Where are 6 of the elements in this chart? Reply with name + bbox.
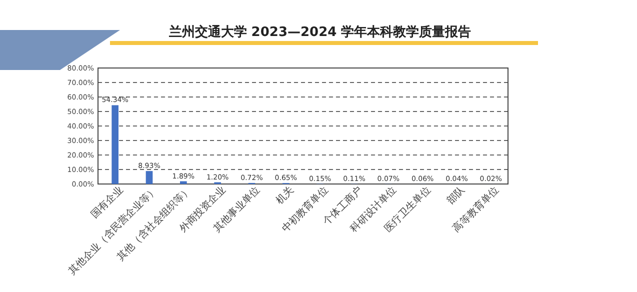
bar	[180, 181, 187, 184]
bar	[146, 171, 153, 184]
chart-title: 兰州交通大学 2023—2024 学年本科教学质量报告	[168, 24, 472, 40]
x-tick-label: 机关	[274, 184, 296, 207]
x-tick-label: 部队	[444, 184, 468, 207]
bar	[112, 105, 118, 184]
